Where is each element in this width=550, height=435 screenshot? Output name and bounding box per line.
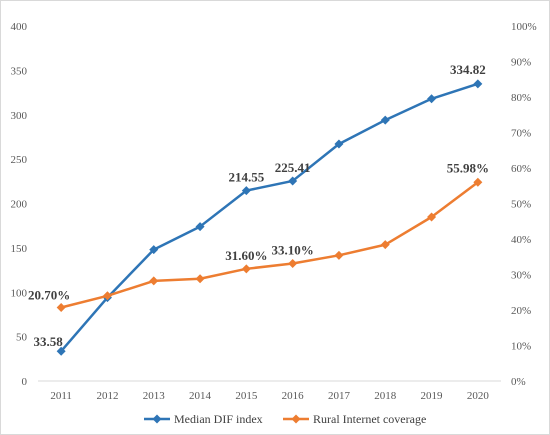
- data-point-marker: [380, 240, 390, 250]
- x-axis-tick-label: 2018: [374, 390, 397, 402]
- left-axis-tick-label: 200: [11, 199, 28, 211]
- data-point-marker: [288, 176, 298, 186]
- left-axis-tick-label: 250: [11, 154, 28, 166]
- left-axis-tick-label: 0: [22, 376, 28, 388]
- right-axis-tick-label: 0%: [511, 376, 526, 388]
- data-point-marker: [56, 346, 66, 356]
- data-point-marker: [195, 274, 205, 284]
- left-axis-tick-label: 100: [11, 287, 28, 299]
- data-point-marker: [149, 276, 159, 286]
- left-axis-tick-label: 400: [11, 21, 28, 33]
- x-axis-tick-label: 2011: [50, 390, 72, 402]
- right-axis-tick-label: 100%: [511, 21, 537, 33]
- data-label: 31.60%: [225, 248, 267, 263]
- x-axis-tick-label: 2016: [282, 390, 305, 402]
- data-point-marker: [427, 212, 437, 222]
- left-axis-tick-label: 50: [16, 332, 28, 344]
- data-point-marker: [149, 245, 159, 255]
- right-axis-tick-label: 10%: [511, 341, 531, 353]
- right-axis-tick-label: 40%: [511, 234, 531, 246]
- data-point-marker: [195, 222, 205, 232]
- legend-label: Rural Internet coverage: [313, 412, 426, 426]
- data-point-marker: [102, 291, 112, 301]
- right-axis-tick-label: 90%: [511, 57, 531, 69]
- data-point-marker: [427, 94, 437, 104]
- data-point-marker: [334, 250, 344, 260]
- data-point-marker: [473, 177, 483, 187]
- data-label: 20.70%: [28, 288, 70, 303]
- x-axis-tick-label: 2017: [328, 390, 351, 402]
- x-axis-tick-label: 2019: [421, 390, 444, 402]
- right-axis-tick-label: 70%: [511, 128, 531, 140]
- right-axis-tick-label: 50%: [511, 199, 531, 211]
- legend-marker: [152, 414, 162, 424]
- right-axis-tick-label: 60%: [511, 163, 531, 175]
- x-axis-tick-label: 2014: [189, 390, 212, 402]
- legend-marker: [291, 414, 301, 424]
- x-axis-tick-label: 2013: [143, 390, 166, 402]
- right-axis-tick-label: 20%: [511, 305, 531, 317]
- data-label: 225.41: [275, 160, 311, 175]
- left-axis-tick-label: 150: [11, 243, 28, 255]
- data-label: 334.82: [450, 62, 486, 77]
- x-axis-tick-label: 2012: [96, 390, 118, 402]
- data-label: 55.98%: [447, 160, 489, 175]
- data-point-marker: [241, 186, 251, 196]
- series-line-dif-index: [60, 82, 479, 353]
- left-axis-tick-label: 300: [11, 110, 28, 122]
- right-axis-tick-label: 30%: [511, 270, 531, 282]
- data-point-marker: [334, 139, 344, 149]
- data-label: 214.55: [228, 170, 264, 185]
- data-point-marker: [241, 264, 251, 274]
- data-point-marker: [380, 115, 390, 125]
- x-axis-tick-label: 2015: [235, 390, 258, 402]
- left-axis-tick-label: 350: [11, 65, 28, 77]
- data-label: 33.58: [34, 334, 64, 349]
- data-point-marker: [288, 258, 298, 268]
- legend-label: Median DIF index: [174, 412, 263, 426]
- series-line-internet-coverage: [60, 181, 479, 309]
- x-axis-tick-label: 2020: [467, 390, 490, 402]
- data-point-marker: [473, 79, 483, 89]
- data-point-marker: [56, 303, 66, 313]
- data-label: 33.10%: [272, 242, 314, 257]
- right-axis-tick-label: 80%: [511, 92, 531, 104]
